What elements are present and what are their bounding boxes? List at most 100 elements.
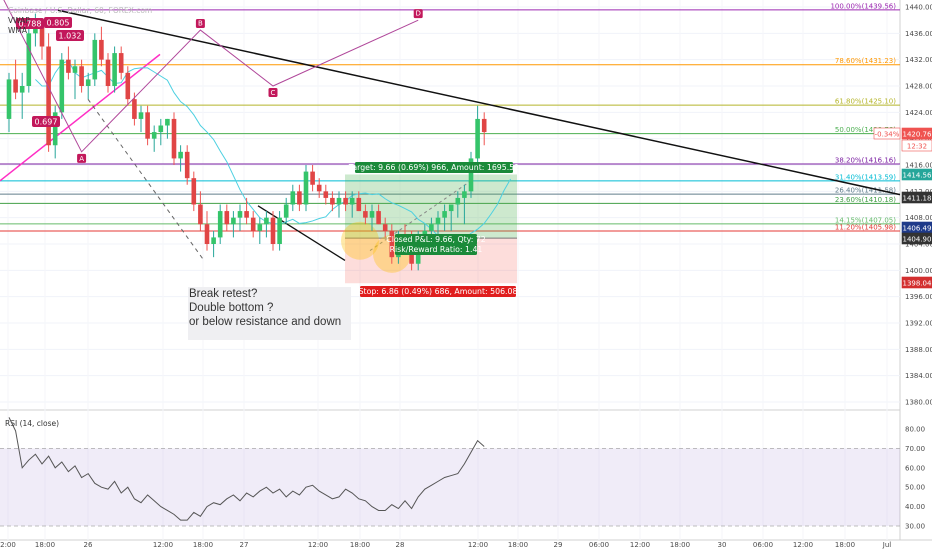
candle-45 bbox=[303, 165, 309, 212]
candle-body-24 bbox=[165, 118, 170, 126]
candle-69 bbox=[462, 184, 467, 225]
rsi-title: RSI (14, close) bbox=[5, 419, 59, 428]
time-tick-6: 12:00 bbox=[308, 541, 328, 549]
candle-body-44 bbox=[297, 191, 302, 205]
candle-body-65 bbox=[435, 217, 441, 225]
candle-57 bbox=[382, 217, 388, 238]
indicator-wma[interactable]: WMA bbox=[8, 26, 28, 35]
candle-24 bbox=[165, 118, 170, 139]
candle-13 bbox=[92, 33, 98, 86]
candle-7 bbox=[52, 105, 58, 159]
candle-47 bbox=[316, 178, 322, 198]
price-tag-4: 1411.18 bbox=[903, 195, 932, 203]
candle-36 bbox=[244, 197, 249, 225]
candle-body-13 bbox=[92, 39, 98, 80]
pnl-label-box bbox=[395, 234, 477, 245]
candle-body-14 bbox=[99, 39, 104, 60]
indicator-vwap[interactable]: VWAP bbox=[8, 16, 30, 25]
candle-72 bbox=[481, 112, 487, 146]
rr-label-box bbox=[395, 244, 477, 255]
candle-body-38 bbox=[257, 224, 263, 231]
candle-body-53 bbox=[356, 197, 362, 212]
price-tick-13: 1388.00 bbox=[905, 346, 932, 354]
ratio-label-2: 1.032 bbox=[59, 32, 82, 41]
rsi-tick-3: 50.00 bbox=[905, 484, 925, 492]
candle-body-5 bbox=[39, 26, 45, 47]
fib-label-7: 23.60%(1410.18) bbox=[835, 196, 896, 204]
candle-body-42 bbox=[283, 204, 289, 218]
candle-body-29 bbox=[198, 204, 203, 225]
price-tick-3: 1428.00 bbox=[905, 83, 932, 91]
price-tag-7: 1398.04 bbox=[903, 280, 932, 288]
candle-20 bbox=[138, 105, 144, 133]
text-note[interactable]: Break retest? Double bottom ? or below r… bbox=[188, 287, 351, 340]
ratio-box-2 bbox=[56, 30, 84, 41]
candle-body-54 bbox=[363, 211, 368, 218]
candle-68 bbox=[455, 191, 461, 218]
price-tag-1: 1420.76 bbox=[903, 131, 932, 139]
xabcd-point-box-C bbox=[268, 88, 278, 97]
candle-body-39 bbox=[264, 217, 269, 225]
candle-body-12 bbox=[85, 79, 91, 86]
fib-label-1: 78.60%(1431.23) bbox=[835, 57, 896, 65]
candle-body-4 bbox=[33, 26, 38, 34]
long-position-tool bbox=[341, 174, 517, 284]
candle-58 bbox=[389, 224, 395, 264]
price-axis: 1440.00 1436.00 1432.00 1428.00 1424.00 1420.… bbox=[905, 4, 932, 407]
resistance-trendline bbox=[57, 9, 901, 196]
candle-42 bbox=[283, 197, 289, 225]
candle-body-35 bbox=[237, 211, 243, 218]
price-tick-9: 1404.00 bbox=[905, 241, 932, 249]
trade-path bbox=[369, 181, 471, 251]
ratio-label-0: 0.788 bbox=[19, 20, 42, 29]
candle-14 bbox=[99, 26, 104, 67]
fib-label-6: 26.40%(1411.58) bbox=[835, 187, 896, 195]
time-tick-17: 12:00 bbox=[793, 541, 813, 549]
time-tick-16: 06:00 bbox=[753, 541, 773, 549]
price-tick-2: 1432.00 bbox=[905, 56, 932, 64]
ratio-box-3 bbox=[32, 116, 60, 127]
candle-44 bbox=[297, 184, 302, 212]
candle-body-32 bbox=[217, 211, 223, 238]
candle-46 bbox=[310, 165, 315, 192]
candle-34 bbox=[231, 211, 236, 238]
candle-50 bbox=[336, 191, 342, 218]
xabcd-point-D: D bbox=[416, 10, 421, 18]
candle-65 bbox=[435, 211, 441, 238]
candle-body-31 bbox=[211, 237, 216, 244]
xabcd-point-box-A bbox=[77, 153, 87, 163]
candle-body-49 bbox=[330, 197, 335, 205]
candle-body-33 bbox=[224, 211, 230, 225]
candle-53 bbox=[356, 191, 362, 212]
candle-body-22 bbox=[151, 132, 157, 139]
candle-body-41 bbox=[277, 217, 282, 244]
time-tick-0: 2:00 bbox=[0, 541, 16, 549]
candle-29 bbox=[198, 191, 203, 231]
candle-body-9 bbox=[66, 59, 71, 73]
candle-17 bbox=[118, 46, 124, 80]
candle-body-43 bbox=[290, 191, 296, 205]
candle-body-28 bbox=[191, 178, 197, 205]
candle-body-23 bbox=[158, 125, 164, 133]
chart-header: Coinbase / U.S. Dollar, 60, FOREX.com VW… bbox=[8, 6, 152, 36]
candle-body-48 bbox=[323, 191, 329, 198]
candle-16 bbox=[112, 46, 117, 93]
candle-body-46 bbox=[310, 171, 315, 185]
candle-70 bbox=[468, 151, 474, 198]
candle-body-34 bbox=[231, 217, 236, 225]
note-line-3: or below resistance and down bbox=[189, 316, 342, 328]
rsi-tick-2: 60.00 bbox=[905, 464, 925, 472]
candle-body-6 bbox=[46, 46, 51, 146]
fib-label-5: 31.40%(1413.59) bbox=[835, 173, 896, 181]
price-tick-12: 1392.00 bbox=[905, 320, 932, 328]
candle-body-26 bbox=[178, 151, 183, 159]
xabcd-point-box-D bbox=[413, 9, 423, 19]
time-tick-4: 18:00 bbox=[193, 541, 213, 549]
candle-71 bbox=[475, 105, 480, 165]
fib-label-3: 50.00%(1420.76) bbox=[835, 126, 896, 134]
rsi-band bbox=[0, 448, 900, 526]
time-axis: 2:00 18:00 26 12:00 18:00 27 12:00 18:00 28 12:00… bbox=[0, 541, 891, 549]
candle-body-67 bbox=[448, 204, 454, 212]
candle-body-16 bbox=[112, 53, 117, 86]
